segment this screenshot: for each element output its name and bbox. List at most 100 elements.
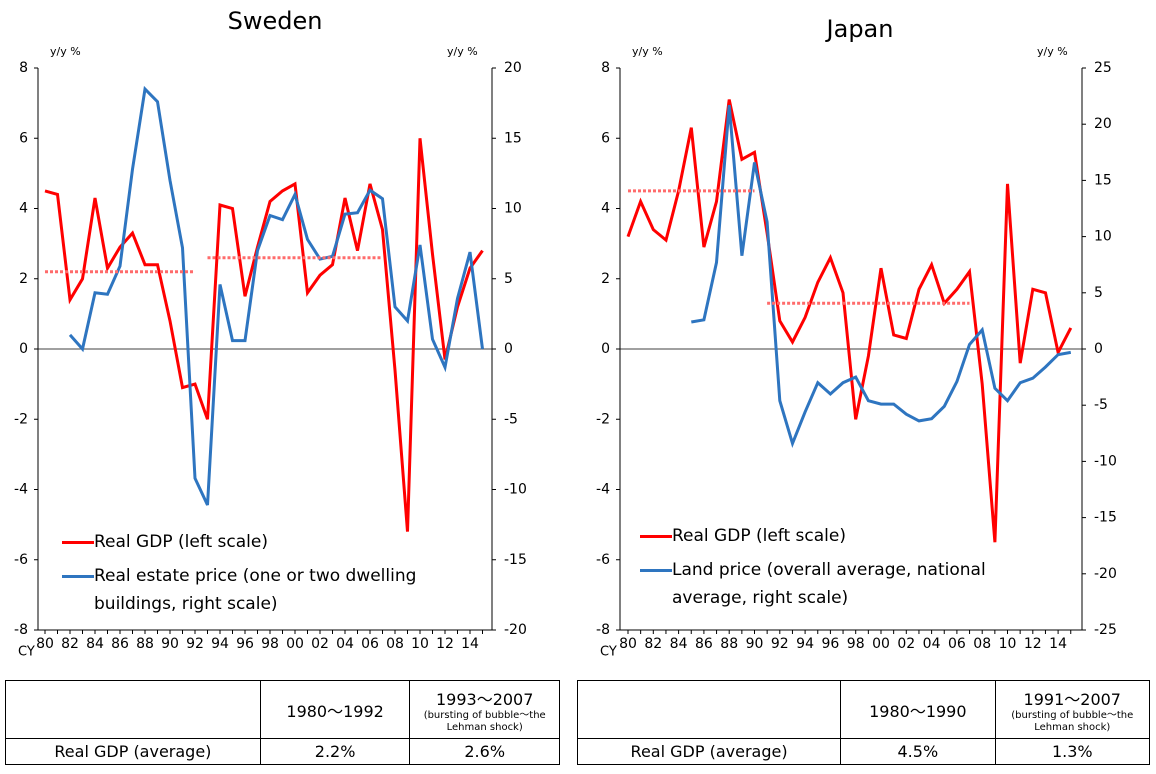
y2-tick-label: -15 xyxy=(1094,510,1117,526)
x-tick-label: 14 xyxy=(461,636,479,652)
period: 1980〜1992 xyxy=(286,701,384,721)
period: 1993〜2007 xyxy=(435,689,534,709)
y-tick-label: -2 xyxy=(14,411,28,427)
x-tick-label: 08 xyxy=(973,636,991,652)
y-tick-label: 2 xyxy=(601,271,610,287)
y-tick-label: -2 xyxy=(596,411,610,427)
x-tick-label: 80 xyxy=(36,636,54,652)
y-tick-label: -6 xyxy=(596,552,610,568)
y-tick-label: 0 xyxy=(19,341,28,357)
series-line xyxy=(691,104,1072,448)
period: 1991〜2007 xyxy=(1023,689,1121,709)
y2-tick-label: -10 xyxy=(1094,453,1117,469)
y2-tick-label: 15 xyxy=(504,130,522,146)
x-tick-label: 90 xyxy=(161,636,179,652)
series-line xyxy=(626,99,1073,543)
legend-item: Real estate price (one or two dwelling b… xyxy=(62,562,462,618)
y-tick-label: 0 xyxy=(601,341,610,357)
y-tick-label: 2 xyxy=(19,271,28,287)
table-header-cell: 1980〜1992 xyxy=(259,680,411,739)
x-tick-label: 96 xyxy=(236,636,254,652)
x-tick-label: 88 xyxy=(720,636,738,652)
y2-tick-label: 25 xyxy=(1094,60,1112,76)
y-tick-label: -8 xyxy=(14,622,28,638)
row-label: Real GDP (average) xyxy=(5,738,261,765)
legend: Real GDP (left scale) Real estate price (… xyxy=(62,528,462,624)
y-tick-label: 4 xyxy=(19,201,28,217)
x-tick-label: 86 xyxy=(111,636,129,652)
stats-table: 1980〜1992 1993〜2007 (bursting of bubble〜th… xyxy=(5,680,560,765)
y-tick-label: -4 xyxy=(14,482,28,498)
table-row: Real GDP (average) 2.2% 2.6% xyxy=(5,738,560,765)
x-tick-label: 08 xyxy=(386,636,404,652)
y2-tick-label: 10 xyxy=(504,201,522,217)
x-axis-label: CY xyxy=(18,645,35,660)
x-tick-label: 92 xyxy=(186,636,204,652)
table-cell: 1.3% xyxy=(994,738,1151,765)
y2-tick-label: -5 xyxy=(1094,397,1108,413)
x-tick-label: 82 xyxy=(644,636,662,652)
chart-title: Japan xyxy=(825,15,894,43)
x-tick-label: 00 xyxy=(872,636,890,652)
x-axis-label: CY xyxy=(600,645,617,660)
table-header-cell: 1991〜2007 (bursting of bubble〜the Lehman … xyxy=(994,680,1151,739)
x-tick-label: 04 xyxy=(336,636,354,652)
period-note: (bursting of bubble〜the Lehman shock) xyxy=(1011,709,1134,733)
table-row: Real GDP (average) 4.5% 1.3% xyxy=(576,738,1151,765)
y-tick-label: 6 xyxy=(601,130,610,146)
y2-tick-label: 0 xyxy=(1094,341,1103,357)
table-cell: 2.2% xyxy=(259,738,411,765)
y2-tick-label: -15 xyxy=(504,552,527,568)
y2-axis-label: y/y % xyxy=(447,45,478,58)
row-label: Real GDP (average) xyxy=(576,738,842,765)
y-tick-label: -8 xyxy=(596,622,610,638)
x-tick-label: 94 xyxy=(796,636,814,652)
table-header-row: 1980〜1990 1991〜2007 (bursting of bubble〜th… xyxy=(576,680,1151,739)
table-corner xyxy=(576,680,842,739)
table-header-cell: 1980〜1990 xyxy=(840,680,996,739)
table-cell: 2.6% xyxy=(409,738,560,765)
x-tick-label: 06 xyxy=(948,636,966,652)
series-line xyxy=(68,85,484,506)
x-tick-label: 84 xyxy=(670,636,688,652)
y2-tick-label: -25 xyxy=(1094,622,1117,638)
legend-swatch xyxy=(640,569,672,572)
period: 1980〜1990 xyxy=(869,701,967,721)
x-tick-label: 04 xyxy=(923,636,941,652)
x-tick-label: 06 xyxy=(361,636,379,652)
y-tick-label: 4 xyxy=(601,201,610,217)
x-tick-label: 96 xyxy=(821,636,839,652)
stats-table: 1980〜1990 1991〜2007 (bursting of bubble〜th… xyxy=(576,680,1151,765)
x-tick-label: 82 xyxy=(61,636,79,652)
legend-label: Real GDP (left scale) xyxy=(94,532,268,552)
table-corner xyxy=(5,680,261,739)
legend-swatch xyxy=(62,575,94,578)
y2-tick-label: 15 xyxy=(1094,172,1112,188)
y2-tick-label: 5 xyxy=(504,271,513,287)
x-tick-label: 92 xyxy=(771,636,789,652)
x-tick-label: 12 xyxy=(1024,636,1042,652)
y-tick-label: 8 xyxy=(19,60,28,76)
x-tick-label: 88 xyxy=(136,636,154,652)
table-cell: 4.5% xyxy=(840,738,996,765)
series-line xyxy=(44,138,484,532)
y-tick-label: 6 xyxy=(19,130,28,146)
legend-label: Land price (overall average, national av… xyxy=(672,560,986,608)
y2-tick-label: 5 xyxy=(1094,285,1103,301)
x-tick-label: 14 xyxy=(1049,636,1067,652)
x-tick-label: 10 xyxy=(999,636,1017,652)
x-tick-label: 10 xyxy=(411,636,429,652)
x-tick-label: 98 xyxy=(847,636,865,652)
legend-label: Real estate price (one or two dwelling b… xyxy=(94,566,417,614)
x-tick-label: 86 xyxy=(695,636,713,652)
y-tick-label: -6 xyxy=(14,552,28,568)
legend-item: Real GDP (left scale) xyxy=(62,528,462,556)
y2-tick-label: -10 xyxy=(504,482,527,498)
y-tick-label: -4 xyxy=(596,482,610,498)
y-axis-label: y/y % xyxy=(632,45,663,58)
x-tick-label: 00 xyxy=(286,636,304,652)
x-tick-label: 12 xyxy=(436,636,454,652)
x-tick-label: 84 xyxy=(86,636,104,652)
